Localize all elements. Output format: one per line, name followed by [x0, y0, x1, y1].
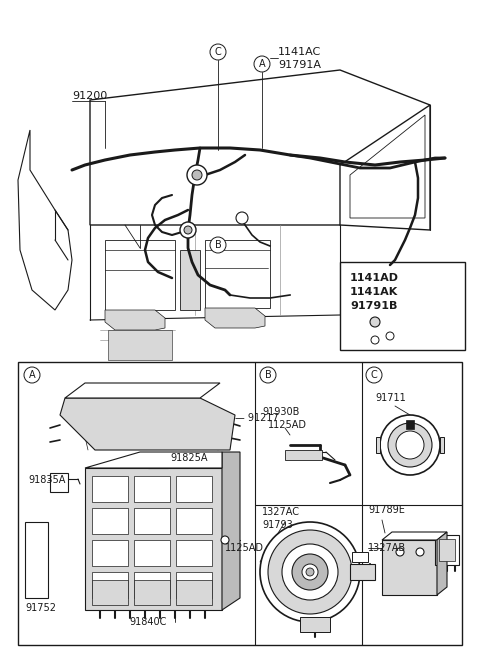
Polygon shape [350, 115, 425, 218]
Circle shape [260, 522, 360, 622]
Circle shape [210, 44, 226, 60]
Text: 91825A: 91825A [170, 453, 207, 463]
Bar [18, 362, 462, 645]
Text: 91840C: 91840C [129, 617, 167, 627]
Circle shape [268, 530, 352, 614]
Polygon shape [205, 240, 270, 308]
Bar [340, 262, 465, 350]
Circle shape [192, 170, 202, 180]
Bar [439, 539, 455, 561]
Polygon shape [205, 308, 265, 328]
Polygon shape [437, 532, 447, 595]
Text: 1125AD: 1125AD [225, 543, 264, 553]
Circle shape [388, 423, 432, 467]
Polygon shape [340, 105, 430, 230]
Bar [92, 476, 128, 502]
Bar [176, 580, 212, 605]
Text: — 91217: — 91217 [235, 413, 279, 423]
Bar [92, 572, 128, 598]
Circle shape [210, 237, 226, 253]
Bar [134, 540, 170, 566]
Polygon shape [382, 532, 447, 540]
Circle shape [292, 554, 328, 590]
Bar [376, 437, 380, 453]
Bar [350, 564, 375, 580]
Text: B: B [264, 370, 271, 380]
Bar [382, 540, 437, 595]
Text: 91835A: 91835A [28, 475, 65, 485]
Bar [440, 437, 444, 453]
Circle shape [260, 367, 276, 383]
Bar [176, 508, 212, 534]
Text: 1141AC: 1141AC [278, 47, 321, 57]
Text: 91711: 91711 [375, 393, 406, 403]
Polygon shape [18, 130, 72, 310]
Bar [92, 508, 128, 534]
Text: 1327AB: 1327AB [368, 543, 406, 553]
Bar [176, 572, 212, 598]
Circle shape [416, 548, 424, 556]
Bar [25, 522, 48, 598]
Text: 91793: 91793 [262, 520, 293, 530]
Text: A: A [29, 370, 36, 380]
Text: C: C [371, 370, 377, 380]
Text: 1141AD: 1141AD [350, 273, 399, 283]
Polygon shape [85, 468, 222, 610]
Circle shape [386, 332, 394, 340]
Polygon shape [105, 240, 175, 310]
Text: 1327AC: 1327AC [262, 507, 300, 517]
Circle shape [306, 568, 314, 576]
Text: 91789E: 91789E [368, 505, 405, 515]
Polygon shape [180, 250, 200, 310]
Text: A: A [259, 59, 265, 69]
Bar [176, 540, 212, 566]
Circle shape [371, 336, 379, 344]
Polygon shape [85, 452, 222, 468]
Bar [50, 473, 68, 492]
Text: 91791A: 91791A [278, 60, 321, 70]
Text: C: C [215, 47, 221, 57]
Text: B: B [215, 240, 221, 250]
Bar [435, 535, 459, 565]
Bar [352, 552, 368, 562]
Circle shape [366, 367, 382, 383]
Circle shape [396, 548, 404, 556]
Circle shape [396, 431, 424, 459]
Circle shape [221, 536, 229, 544]
Polygon shape [222, 452, 240, 610]
Polygon shape [105, 310, 165, 330]
Polygon shape [90, 70, 430, 225]
Circle shape [370, 317, 380, 327]
Circle shape [380, 415, 440, 475]
Circle shape [236, 212, 248, 224]
Bar [300, 617, 330, 632]
Bar [134, 580, 170, 605]
Polygon shape [60, 398, 235, 450]
Circle shape [254, 56, 270, 72]
Circle shape [180, 222, 196, 238]
Circle shape [187, 165, 207, 185]
Bar [108, 330, 172, 360]
Text: 1141AK: 1141AK [350, 287, 398, 297]
Polygon shape [65, 383, 220, 398]
Bar [406, 420, 414, 429]
Bar [148, 453, 168, 468]
Circle shape [184, 226, 192, 234]
Bar [134, 508, 170, 534]
Bar [134, 476, 170, 502]
Bar [134, 572, 170, 598]
Circle shape [24, 367, 40, 383]
Bar [285, 450, 322, 460]
Bar [92, 580, 128, 605]
Circle shape [282, 544, 338, 600]
Text: 91930B: 91930B [262, 407, 300, 417]
Text: 1125AD: 1125AD [268, 420, 307, 430]
Text: 91752: 91752 [25, 603, 56, 613]
Bar [92, 540, 128, 566]
Circle shape [302, 564, 318, 580]
Text: 91200: 91200 [72, 91, 107, 101]
Bar [176, 476, 212, 502]
Text: 91791B: 91791B [350, 301, 397, 311]
